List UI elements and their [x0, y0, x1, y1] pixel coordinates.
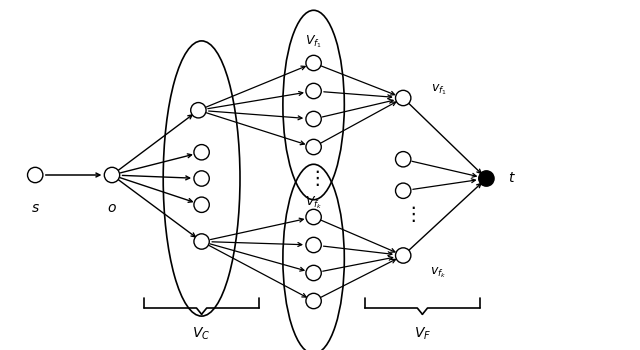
Ellipse shape: [479, 171, 494, 186]
Text: $s$: $s$: [31, 201, 40, 215]
Ellipse shape: [306, 55, 321, 71]
Text: $o$: $o$: [107, 201, 117, 215]
Ellipse shape: [194, 171, 209, 186]
Ellipse shape: [396, 248, 411, 263]
Ellipse shape: [194, 234, 209, 249]
Text: $V_C$: $V_C$: [193, 326, 211, 342]
Ellipse shape: [306, 111, 321, 127]
Text: $v_{f_k}$: $v_{f_k}$: [430, 266, 447, 280]
Ellipse shape: [396, 152, 411, 167]
Ellipse shape: [306, 237, 321, 253]
Ellipse shape: [306, 209, 321, 225]
Ellipse shape: [396, 183, 411, 198]
Ellipse shape: [194, 145, 209, 160]
Ellipse shape: [396, 90, 411, 106]
Ellipse shape: [194, 197, 209, 212]
Text: $v_{f_1}$: $v_{f_1}$: [431, 82, 446, 97]
Ellipse shape: [306, 265, 321, 281]
Text: $V_{f_k}$: $V_{f_k}$: [305, 195, 323, 211]
Ellipse shape: [191, 103, 206, 118]
Text: $V_F$: $V_F$: [414, 326, 431, 342]
Text: $\vdots$: $\vdots$: [403, 203, 416, 224]
Ellipse shape: [306, 83, 321, 99]
Ellipse shape: [306, 139, 321, 155]
Ellipse shape: [28, 167, 43, 183]
Text: $V_{f_1}$: $V_{f_1}$: [305, 34, 322, 50]
Text: $\vdots$: $\vdots$: [307, 168, 320, 189]
Text: $t$: $t$: [508, 172, 516, 186]
Ellipse shape: [104, 167, 120, 183]
Ellipse shape: [306, 293, 321, 309]
